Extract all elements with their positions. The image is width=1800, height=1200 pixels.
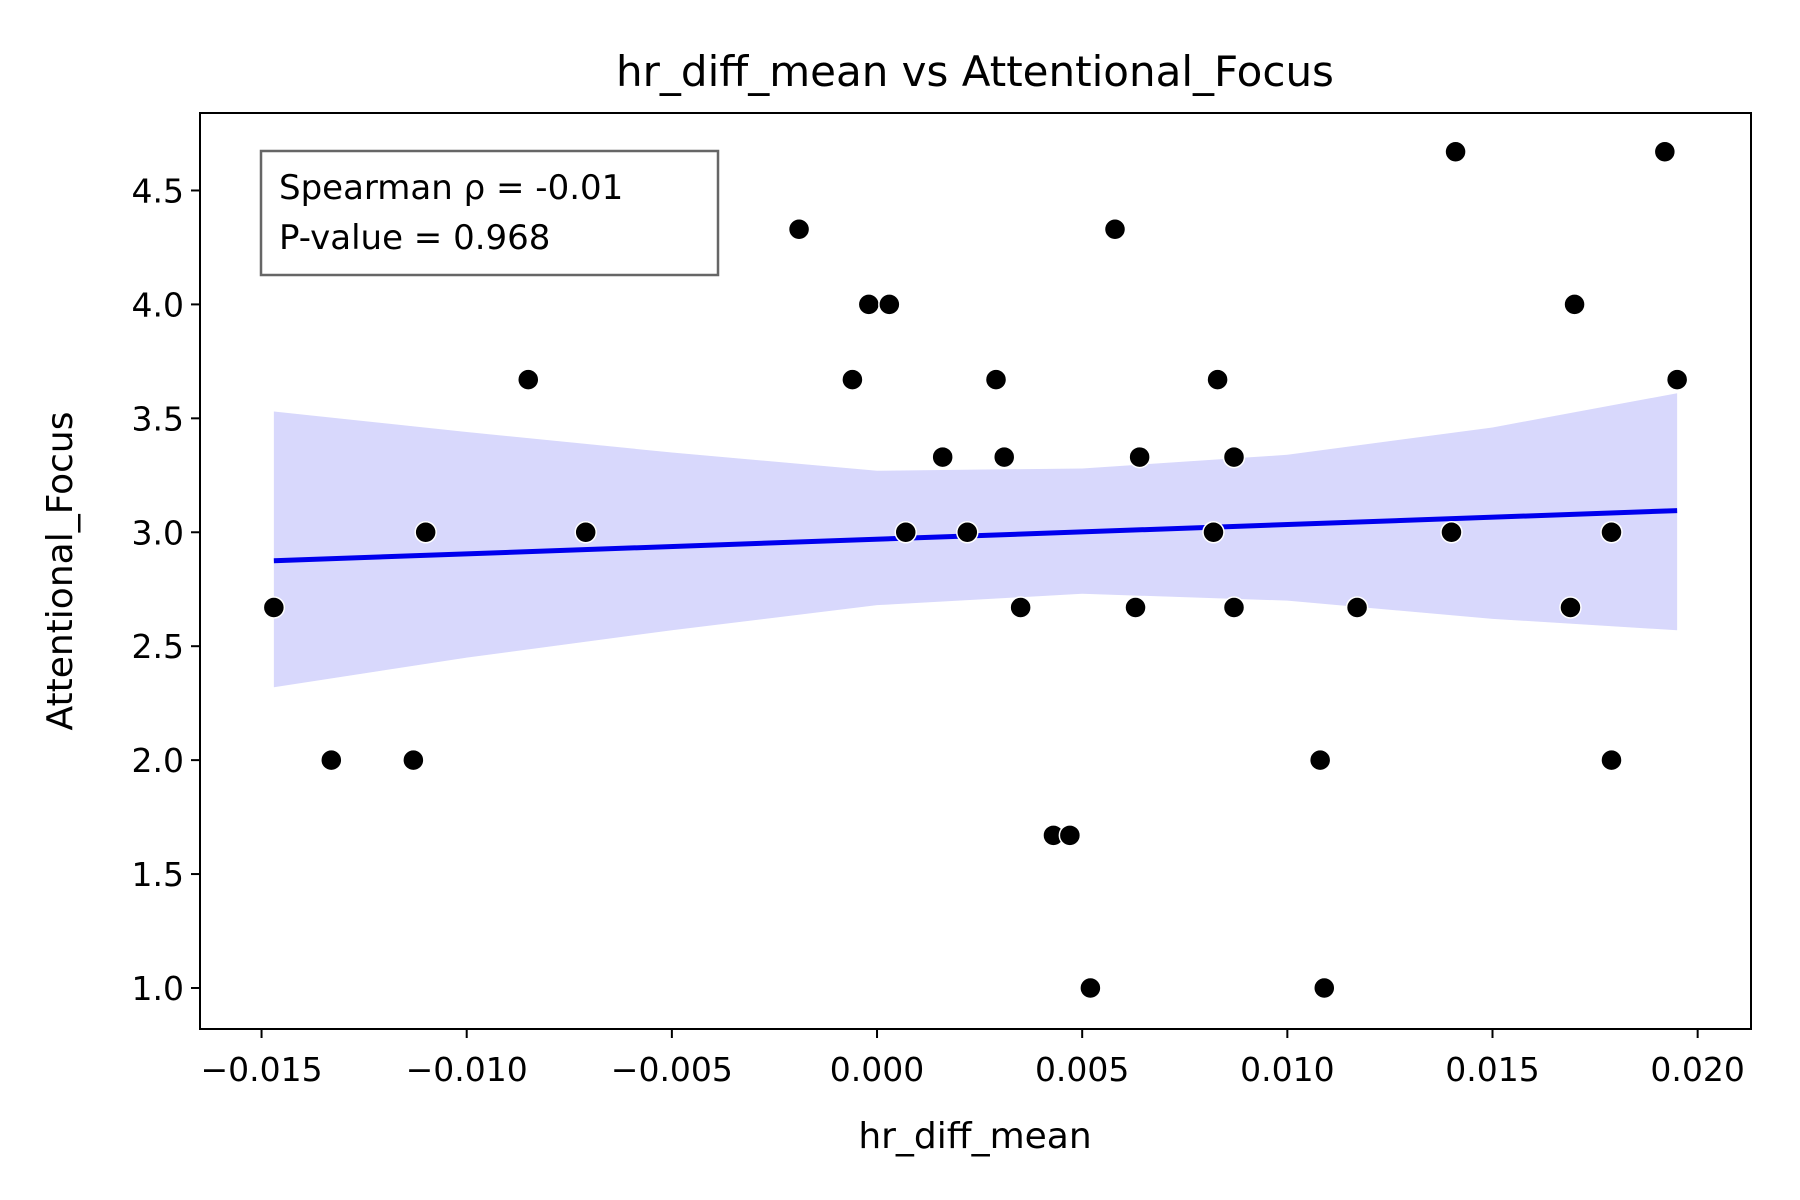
x-axis: −0.015 −0.010 −0.005 0.000 0.005 0.010 0.015 0.… (200, 1029, 1745, 1089)
data-point (857, 293, 881, 316)
chart-title: hr_diff_mean vs Attentional_Focus (616, 47, 1334, 96)
data-point (1559, 596, 1582, 619)
data-point (1206, 368, 1229, 391)
data-point (1313, 976, 1336, 1000)
y-tick-label: 3.5 (132, 399, 184, 438)
data-point (1079, 976, 1102, 1000)
x-tick-label: −0.015 (200, 1050, 322, 1089)
data-point (878, 293, 901, 316)
data-point (1600, 748, 1623, 772)
plot-area-frame (199, 112, 1752, 1030)
data-point (787, 217, 811, 241)
x-tick-label: 0.015 (1445, 1050, 1539, 1089)
y-tick-label: 2.5 (132, 627, 184, 666)
data-point (1665, 368, 1689, 391)
y-axis: 1.0 1.5 2.0 2.5 3.0 3.5 4.0 4.5 (132, 171, 200, 1008)
data-point (1202, 521, 1225, 544)
y-tick-label: 2.0 (132, 741, 184, 780)
x-axis-label: hr_diff_mean (858, 1116, 1091, 1157)
p-value-text: P-value = 0.968 (279, 218, 550, 258)
y-tick-label: 4.5 (132, 171, 184, 210)
data-point (574, 521, 597, 544)
data-point (1345, 596, 1369, 619)
x-tick-label: 0.000 (830, 1050, 924, 1089)
y-axis-label: Attentional_Focus (40, 411, 81, 730)
data-point (1009, 596, 1032, 619)
data-points-layer (262, 140, 1689, 1000)
data-point (1103, 217, 1127, 241)
x-tick-label: 0.020 (1650, 1050, 1744, 1089)
data-point (414, 521, 437, 544)
x-tick-label: −0.005 (611, 1050, 733, 1089)
data-point (320, 748, 343, 772)
confidence-band (273, 393, 1678, 688)
data-point (1653, 140, 1677, 163)
data-point (841, 368, 864, 391)
y-tick-label: 4.0 (132, 285, 184, 324)
data-point (1600, 521, 1623, 544)
data-point (1222, 445, 1246, 469)
x-tick-label: −0.010 (406, 1050, 528, 1089)
y-tick-label: 1.5 (132, 855, 184, 894)
data-point (1058, 824, 1082, 847)
stats-annotation: Spearman ρ = -0.01 P-value = 0.968 (259, 149, 720, 277)
data-point (992, 445, 1016, 469)
confidence-band-layer (273, 393, 1678, 688)
data-point (402, 748, 425, 772)
data-point (931, 445, 954, 469)
spearman-rho-text: Spearman ρ = -0.01 (279, 168, 623, 208)
data-point (1128, 445, 1151, 469)
x-tick-label: 0.005 (1035, 1050, 1129, 1089)
data-point (956, 521, 979, 544)
data-point (262, 596, 286, 619)
data-point (1440, 521, 1463, 544)
y-tick-label: 1.0 (132, 969, 184, 1008)
data-point (984, 368, 1008, 391)
data-point (894, 521, 917, 544)
data-point (517, 368, 540, 391)
data-point (1563, 293, 1586, 316)
x-tick-label: 0.010 (1240, 1050, 1334, 1089)
data-point (1308, 748, 1332, 772)
data-point (1444, 140, 1467, 163)
data-point (1222, 596, 1246, 619)
stats-annotation-frame (259, 149, 720, 277)
y-tick-label: 3.0 (132, 513, 184, 552)
data-point (1124, 596, 1147, 619)
